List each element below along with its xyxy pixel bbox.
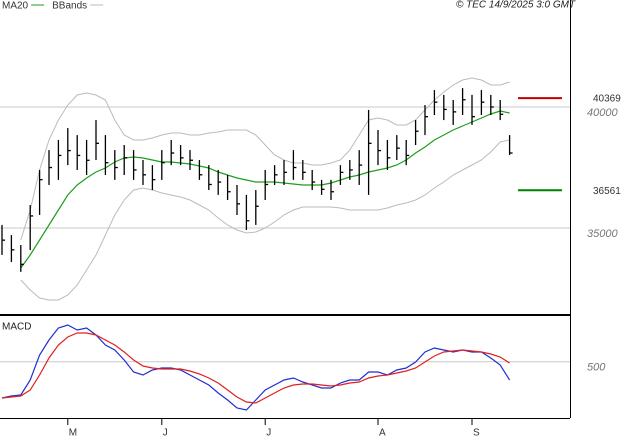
y-tick-label: 40000 bbox=[587, 107, 618, 119]
macd-line bbox=[1, 332, 510, 404]
x-tick-label: J bbox=[266, 428, 271, 439]
x-tick-label: J bbox=[163, 428, 168, 439]
band-lower bbox=[20, 139, 510, 301]
y-tick-label: 35000 bbox=[587, 228, 618, 240]
credit: © TEC 14/9/2025 3:0 GMT bbox=[456, 0, 576, 11]
y-tick-label: 500 bbox=[587, 362, 606, 374]
macd-line bbox=[1, 324, 511, 411]
legend-label: MA20 bbox=[2, 1, 29, 12]
level-label: 40369 bbox=[593, 94, 621, 105]
x-tick-label: A bbox=[379, 428, 386, 439]
x-tick-label: M bbox=[69, 428, 77, 439]
band-upper bbox=[20, 77, 510, 241]
level-label: 36561 bbox=[593, 186, 621, 197]
legend-label: BBands bbox=[52, 1, 87, 12]
panel-title: MACD bbox=[2, 322, 31, 333]
x-tick-label: S bbox=[473, 428, 480, 439]
